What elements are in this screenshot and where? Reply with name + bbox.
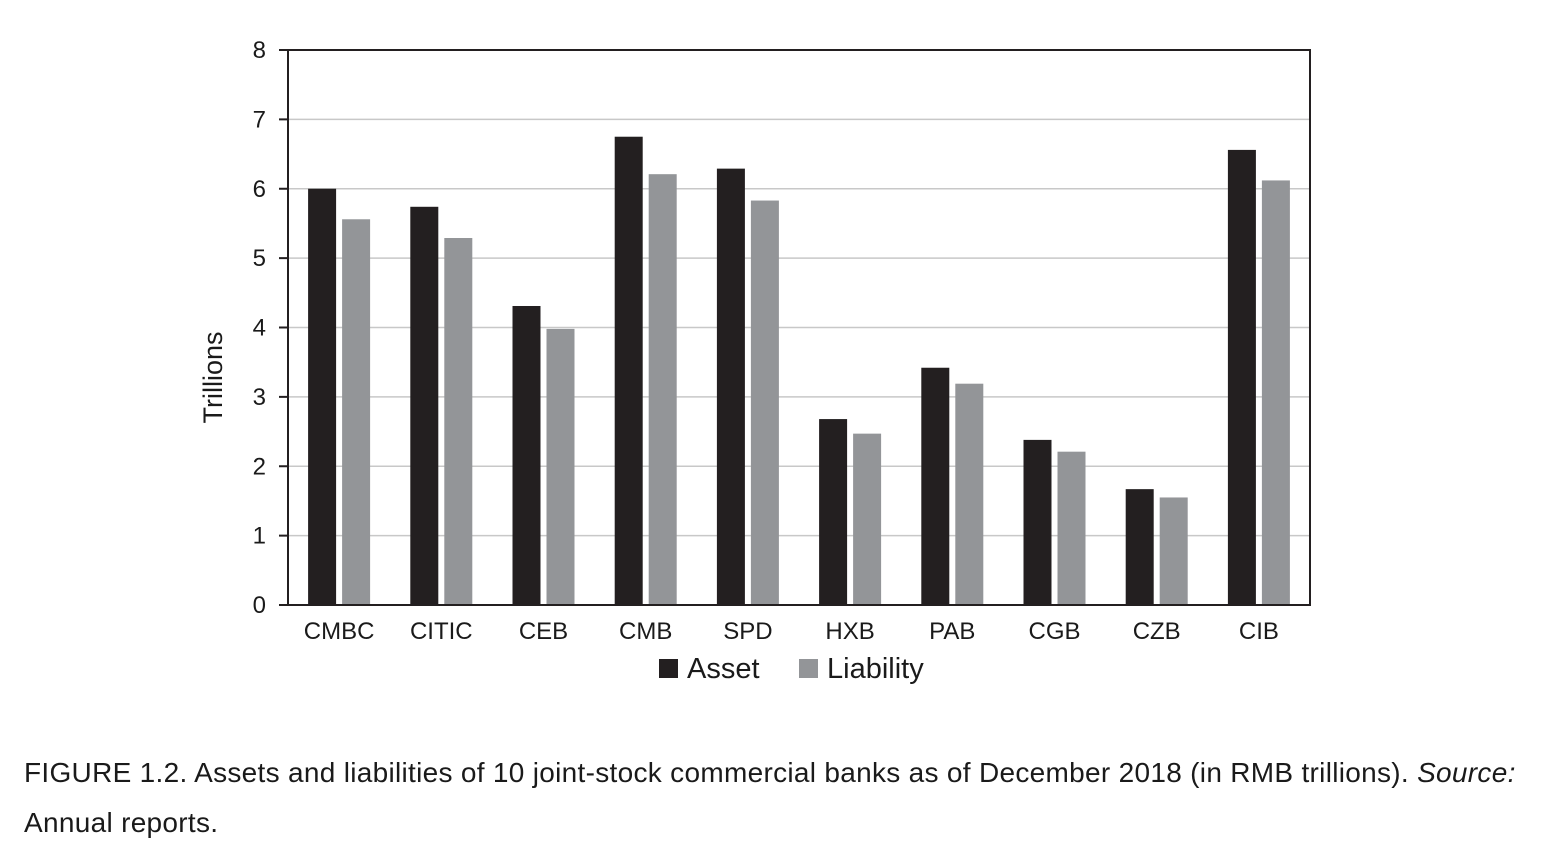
caption-text: Assets and liabilities of 10 joint-stock… <box>187 757 1418 788</box>
bar-liability-hxb <box>853 433 882 605</box>
figure-caption: FIGURE 1.2. Assets and liabilities of 10… <box>24 748 1524 848</box>
bar-liability-ceb <box>546 328 575 605</box>
y-tick-label: 8 <box>253 37 266 64</box>
bar-liability-cib <box>1261 180 1290 606</box>
x-tick-label: CITIC <box>410 618 473 645</box>
legend-swatch-liability <box>799 659 818 678</box>
x-axis: CMBC CITIC CEB CMB SPD HXB PAB CGB CZB CIB <box>304 618 1279 645</box>
bar-liability-pab <box>955 383 984 605</box>
bars <box>308 136 1290 606</box>
x-tick-label: HXB <box>825 618 874 645</box>
y-tick-label: 1 <box>253 523 266 550</box>
bar-asset-cmbc <box>308 188 337 605</box>
legend: Asset Liability <box>659 653 924 685</box>
bar-liability-cgb <box>1057 451 1086 605</box>
bar-liability-citic <box>444 238 473 605</box>
y-tick-label: 2 <box>253 453 266 480</box>
y-tick-label: 7 <box>253 106 266 133</box>
y-tick-label: 0 <box>253 592 266 619</box>
y-tick-label: 6 <box>253 176 266 203</box>
caption-figure-label: FIGURE 1.2. <box>24 757 188 788</box>
bar-asset-spd <box>716 168 745 605</box>
x-tick-label: CIB <box>1239 618 1279 645</box>
bar-asset-ceb <box>512 305 541 605</box>
bar-asset-hxb <box>819 419 848 605</box>
x-tick-label: CZB <box>1133 618 1181 645</box>
y-tick-label: 4 <box>253 315 266 342</box>
x-tick-label: CEB <box>519 618 568 645</box>
bar-asset-citic <box>410 206 439 605</box>
y-axis: 0 1 2 3 4 5 6 7 8 <box>253 37 288 619</box>
x-tick-label: CMBC <box>304 618 375 645</box>
bar-asset-cmb <box>614 136 643 605</box>
bar-liability-cmbc <box>342 219 371 605</box>
bar-chart: 0 1 2 3 4 5 6 7 8 CMBC CITIC CEB CMB SPD HXB PAB CGB CZB… <box>198 37 1311 685</box>
x-tick-label: CGB <box>1028 618 1080 645</box>
x-tick-label: PAB <box>929 618 975 645</box>
legend-label-liability: Liability <box>827 653 924 685</box>
bar-liability-czb <box>1159 497 1188 605</box>
legend-swatch-asset <box>659 659 678 678</box>
x-tick-label: SPD <box>723 618 772 645</box>
caption-source-text: Annual reports. <box>24 807 219 838</box>
caption-source-label: Source: <box>1417 757 1516 788</box>
y-tick-label: 5 <box>253 245 266 272</box>
bar-asset-cgb <box>1023 439 1052 605</box>
bar-liability-spd <box>750 200 779 605</box>
bar-asset-pab <box>921 367 950 605</box>
bar-asset-cib <box>1227 149 1256 605</box>
y-tick-label: 3 <box>253 384 266 411</box>
legend-label-asset: Asset <box>687 653 760 685</box>
x-tick-label: CMB <box>619 618 672 645</box>
gridlines <box>288 118 1310 537</box>
y-axis-title: Trillions <box>198 331 228 423</box>
bar-asset-czb <box>1125 489 1154 605</box>
bar-liability-cmb <box>648 174 677 605</box>
